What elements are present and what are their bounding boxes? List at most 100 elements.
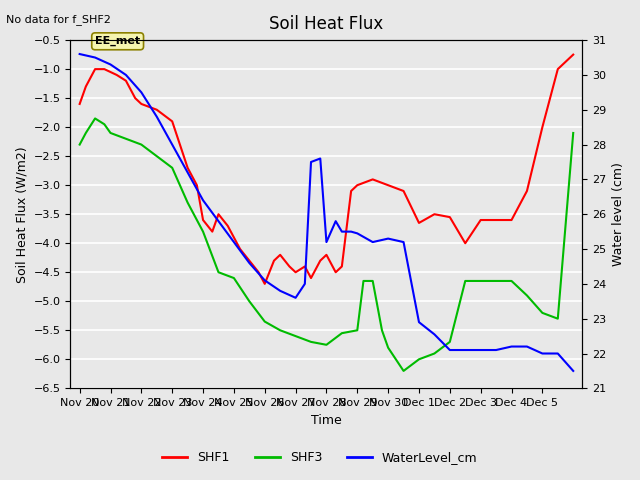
WaterLevel_cm <box>400 239 408 245</box>
SHF1 <box>246 258 253 264</box>
SHF3 <box>261 319 269 324</box>
SHF1 <box>138 101 145 107</box>
SHF3 <box>184 200 191 205</box>
SHF3 <box>461 278 469 284</box>
SHF3 <box>107 130 115 136</box>
SHF1 <box>113 72 120 78</box>
SHF1 <box>400 188 408 194</box>
SHF1 <box>332 269 340 275</box>
WaterLevel_cm <box>230 239 237 245</box>
SHF3 <box>82 130 90 136</box>
WaterLevel_cm <box>261 277 269 283</box>
SHF1 <box>301 264 308 269</box>
SHF1 <box>538 124 546 130</box>
WaterLevel_cm <box>301 281 308 287</box>
SHF3 <box>338 330 346 336</box>
SHF1 <box>415 220 423 226</box>
SHF1 <box>82 84 90 89</box>
SHF1 <box>214 211 222 217</box>
SHF1 <box>209 229 216 235</box>
WaterLevel_cm <box>446 347 454 353</box>
WaterLevel_cm <box>431 332 438 337</box>
WaterLevel_cm <box>415 319 423 325</box>
SHF3 <box>360 278 367 284</box>
WaterLevel_cm <box>477 347 484 353</box>
WaterLevel_cm <box>492 347 500 353</box>
SHF3 <box>92 116 99 121</box>
WaterLevel_cm <box>307 159 315 165</box>
WaterLevel_cm <box>316 156 324 161</box>
WaterLevel_cm <box>214 218 222 224</box>
SHF1 <box>570 52 577 58</box>
WaterLevel_cm <box>508 344 515 349</box>
X-axis label: Time: Time <box>311 414 342 427</box>
WaterLevel_cm <box>570 368 577 374</box>
SHF3 <box>168 165 176 171</box>
SHF3 <box>554 316 562 322</box>
SHF1 <box>100 66 108 72</box>
SHF3 <box>570 130 577 136</box>
SHF1 <box>316 258 324 264</box>
SHF1 <box>461 240 469 246</box>
SHF1 <box>153 107 161 113</box>
SHF3 <box>323 342 330 348</box>
SHF3 <box>100 121 108 127</box>
Line: SHF1: SHF1 <box>79 55 573 284</box>
SHF1 <box>492 217 500 223</box>
Title: Soil Heat Flux: Soil Heat Flux <box>269 15 383 33</box>
SHF3 <box>230 275 237 281</box>
WaterLevel_cm <box>332 218 340 224</box>
WaterLevel_cm <box>461 347 469 353</box>
SHF1 <box>338 264 346 269</box>
SHF3 <box>199 229 207 235</box>
SHF1 <box>193 182 201 188</box>
WaterLevel_cm <box>153 114 161 120</box>
SHF1 <box>255 269 262 275</box>
WaterLevel_cm <box>538 350 546 356</box>
SHF3 <box>508 278 515 284</box>
SHF3 <box>415 357 423 362</box>
WaterLevel_cm <box>199 197 207 203</box>
SHF3 <box>246 299 253 304</box>
Text: EE_met: EE_met <box>95 36 140 47</box>
SHF1 <box>92 66 99 72</box>
SHF1 <box>261 281 269 287</box>
SHF1 <box>348 188 355 194</box>
SHF3 <box>538 310 546 316</box>
WaterLevel_cm <box>369 239 376 245</box>
SHF1 <box>76 101 83 107</box>
Y-axis label: Soil Heat Flux (W/m2): Soil Heat Flux (W/m2) <box>15 146 28 283</box>
Line: SHF3: SHF3 <box>79 119 573 371</box>
SHF1 <box>431 211 438 217</box>
WaterLevel_cm <box>138 89 145 95</box>
SHF1 <box>477 217 484 223</box>
SHF3 <box>369 278 376 284</box>
WaterLevel_cm <box>554 350 562 356</box>
SHF3 <box>446 339 454 345</box>
SHF1 <box>446 214 454 220</box>
SHF3 <box>384 345 392 350</box>
WaterLevel_cm <box>76 51 83 57</box>
SHF1 <box>285 264 293 269</box>
SHF3 <box>276 327 284 333</box>
SHF3 <box>138 142 145 147</box>
WaterLevel_cm <box>107 61 115 67</box>
SHF3 <box>153 153 161 159</box>
SHF1 <box>369 177 376 182</box>
Text: No data for f_SHF2: No data for f_SHF2 <box>6 14 111 25</box>
SHF1 <box>508 217 515 223</box>
SHF3 <box>477 278 484 284</box>
SHF1 <box>276 252 284 258</box>
Line: WaterLevel_cm: WaterLevel_cm <box>79 54 573 371</box>
WaterLevel_cm <box>323 239 330 245</box>
SHF1 <box>323 252 330 258</box>
SHF1 <box>230 235 237 240</box>
SHF1 <box>168 119 176 124</box>
SHF3 <box>214 269 222 275</box>
WaterLevel_cm <box>276 288 284 294</box>
SHF3 <box>307 339 315 345</box>
SHF1 <box>122 78 130 84</box>
SHF3 <box>431 350 438 356</box>
WaterLevel_cm <box>246 260 253 266</box>
SHF1 <box>307 275 315 281</box>
